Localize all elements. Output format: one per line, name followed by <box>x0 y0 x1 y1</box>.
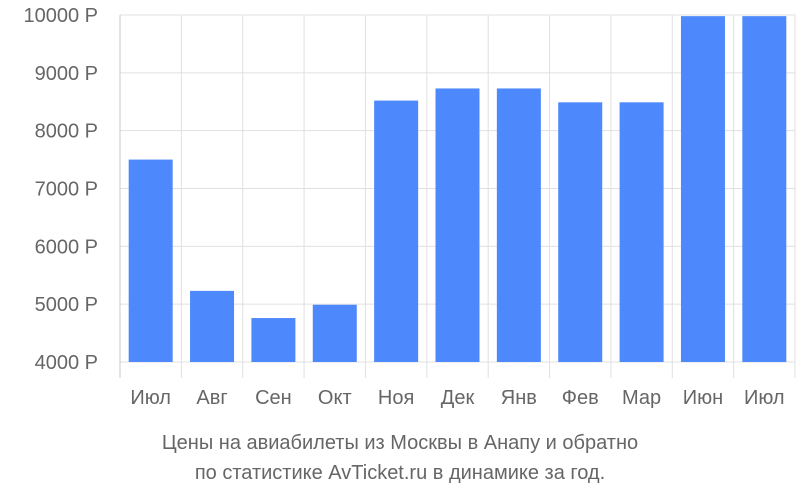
bar <box>496 88 541 362</box>
y-tick-label: 10000 Р <box>23 5 98 27</box>
bar <box>251 318 296 362</box>
caption-line-1: Цены на авиабилеты из Москвы в Анапу и о… <box>161 432 639 454</box>
x-tick-label: Ноя <box>378 387 414 409</box>
y-tick-label: 5000 Р <box>35 294 98 316</box>
x-tick-label: Дек <box>441 387 475 409</box>
y-tick-label: 9000 Р <box>35 63 98 85</box>
x-tick-label: Окт <box>318 387 352 409</box>
caption-line-2: по статистике AvTicket.ru в динамике за … <box>194 462 606 484</box>
x-tick-label: Авг <box>196 387 227 409</box>
bar <box>312 304 357 362</box>
x-tick-label: Июл <box>130 387 171 409</box>
bar <box>619 102 664 362</box>
x-tick-label: Янв <box>501 387 537 409</box>
y-tick-label: 4000 Р <box>35 352 98 374</box>
x-tick-label: Июл <box>744 387 785 409</box>
x-tick-label: Сен <box>255 387 292 409</box>
bar <box>190 290 235 362</box>
bar <box>742 16 787 362</box>
chart-caption: Цены на авиабилеты из Москвы в Анапу и о… <box>0 428 800 488</box>
y-tick-label: 8000 Р <box>35 121 98 143</box>
bar <box>374 100 419 363</box>
bar <box>558 102 603 362</box>
bars <box>128 16 787 363</box>
y-tick-label: 6000 Р <box>35 236 98 258</box>
bar <box>435 88 480 362</box>
x-tick-label: Июн <box>683 387 723 409</box>
bar <box>680 16 725 362</box>
y-tick-label: 7000 Р <box>35 179 98 201</box>
x-tick-label: Фев <box>562 387 599 409</box>
y-tick-labels: 4000 Р 5000 Р 6000 Р 7000 Р 8000 Р 9000 Р 1000… <box>23 5 98 374</box>
x-tick-label: Мар <box>622 387 661 409</box>
bar <box>128 159 173 362</box>
x-tick-labels: Июл Авг Сен Окт Ноя Дек Янв Фев Мар Июн Июл <box>130 387 784 409</box>
